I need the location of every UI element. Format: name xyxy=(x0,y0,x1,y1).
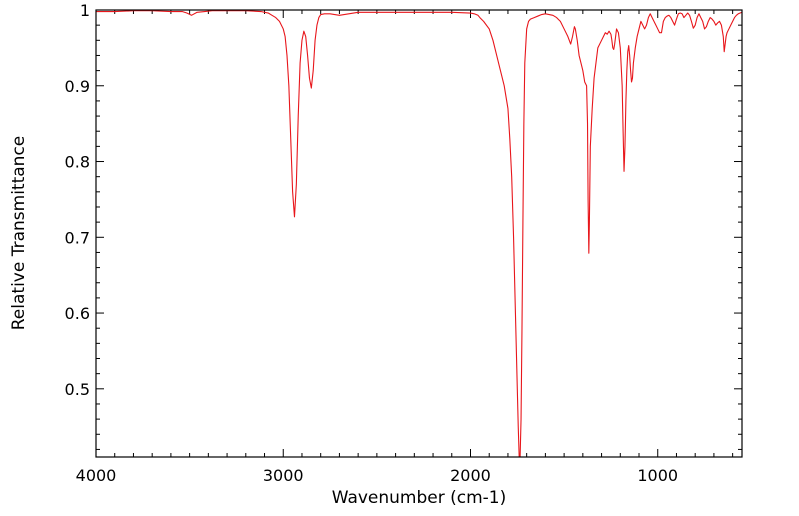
x-tick-label: 1000 xyxy=(637,466,678,485)
y-tick-label: 0.7 xyxy=(65,228,90,247)
x-tick-label: 2000 xyxy=(450,466,491,485)
spectrum-line xyxy=(96,10,742,457)
axis-tick-labels: 4000 3000 2000 1000 0.5 0.6 0.7 0.8 0.9 1 xyxy=(65,1,679,485)
y-tick-label: 1 xyxy=(80,1,90,20)
x-tick-label: 3000 xyxy=(263,466,304,485)
y-tick-label: 0.8 xyxy=(65,153,90,172)
x-tick-label: 4000 xyxy=(76,466,117,485)
spectrum-series xyxy=(96,10,742,457)
y-axis-label: Relative Transmittance xyxy=(9,136,29,331)
plot-frame xyxy=(95,9,743,458)
axis-ticks xyxy=(95,9,742,457)
y-tick-label: 0.6 xyxy=(65,304,90,323)
y-tick-label: 0.5 xyxy=(65,380,90,399)
y-tick-label: 0.9 xyxy=(65,77,90,96)
x-axis-label: Wavenumber (cm-1) xyxy=(332,488,507,508)
